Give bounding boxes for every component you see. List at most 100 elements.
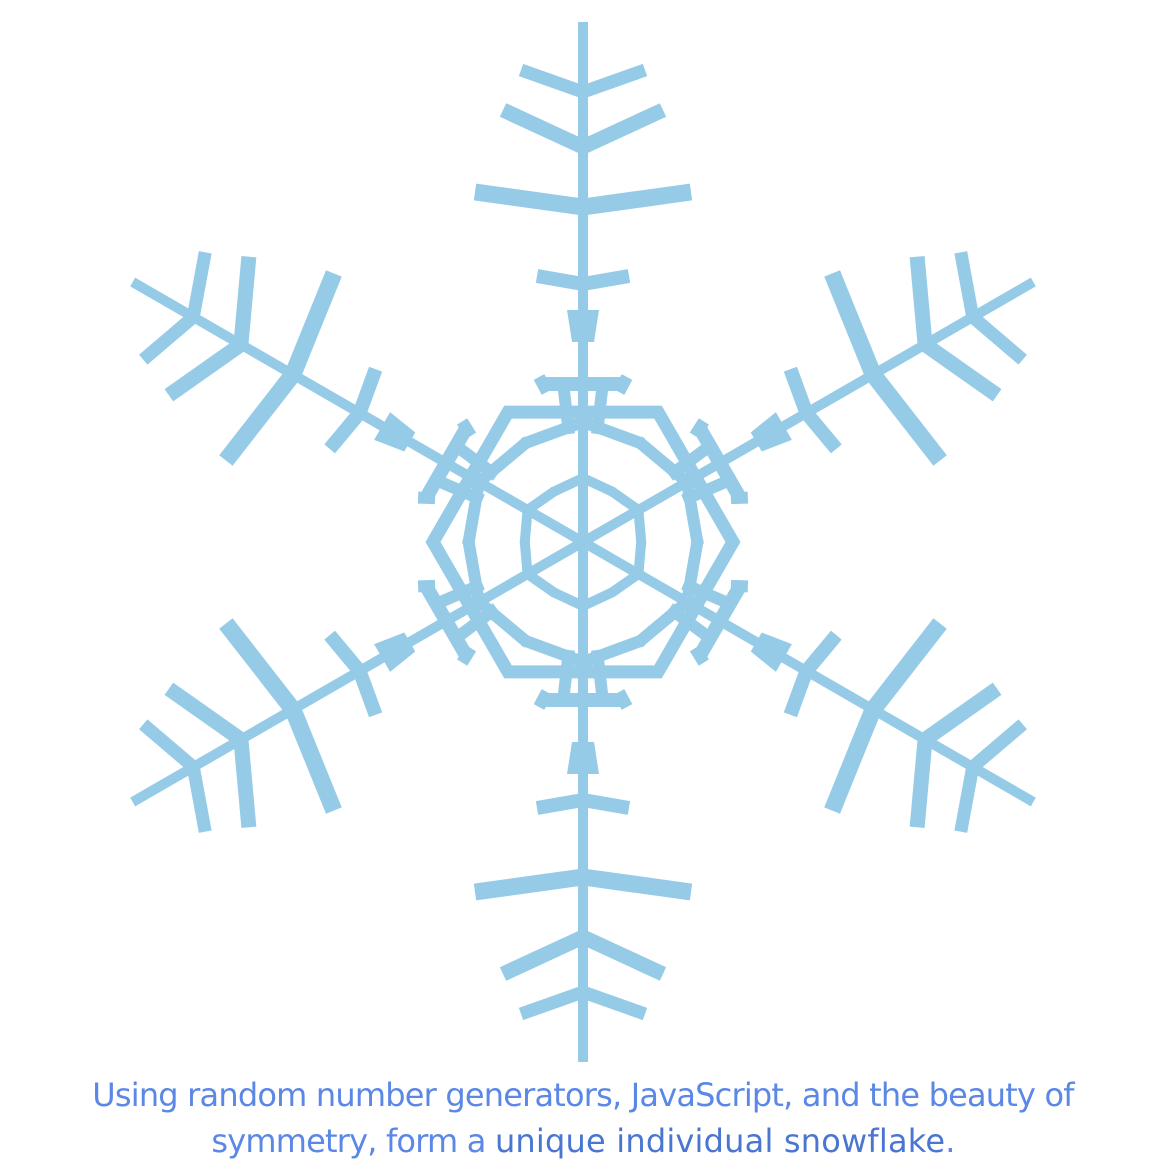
arm-branch (824, 270, 881, 378)
core-hexagon (425, 405, 741, 679)
arm-branch (581, 269, 631, 291)
arm-branch (801, 630, 842, 676)
core-tick (417, 491, 436, 505)
snowflake-arm (473, 22, 693, 542)
arm-branch (499, 930, 587, 981)
snowflake-arm (580, 251, 1036, 547)
core-inner (633, 509, 647, 544)
core-chevron (462, 538, 485, 604)
arm-branch (579, 930, 667, 981)
arm-branch (324, 408, 365, 454)
core-chevron (580, 634, 646, 668)
arm-branch (285, 270, 342, 378)
arm-branch (580, 985, 648, 1021)
arm-branch (954, 251, 980, 319)
core-tick (730, 579, 749, 593)
arm-branch (233, 738, 257, 828)
arm-branch (909, 256, 933, 346)
arm-nub (567, 310, 599, 342)
arm-branch (535, 793, 585, 815)
core-inner (580, 587, 616, 611)
arm-branch (518, 985, 586, 1021)
core-inner (608, 486, 642, 515)
core-tick (533, 374, 553, 395)
snowflake-graphic (130, 22, 1036, 1062)
arm-nub (567, 742, 599, 774)
arm-branch (352, 668, 383, 718)
arm-branch (920, 682, 1002, 746)
arm-branch (535, 269, 585, 291)
core-tick (613, 374, 633, 395)
core-chevron (520, 416, 586, 450)
caption-highlight: unique individual snowflake (494, 1122, 946, 1160)
core-tick (457, 418, 477, 439)
core-chevron (681, 480, 704, 546)
arm-branch (824, 706, 881, 814)
arm-branch (580, 63, 648, 99)
core-inner (550, 587, 586, 611)
arm-branch (801, 408, 842, 454)
core-inner (524, 569, 558, 598)
core-tick (689, 418, 709, 439)
snowflake-core (425, 405, 741, 679)
arm-branch (164, 338, 246, 402)
core-chevron (475, 436, 532, 487)
arm-branch (866, 618, 947, 715)
caption-line-1: Using random number generators, JavaScri… (92, 1076, 1074, 1114)
core-chevron (520, 634, 586, 668)
core-inner (519, 540, 533, 575)
caption-line-2-prefix: symmetry, form a (211, 1122, 495, 1160)
core-tick (417, 579, 436, 593)
arm-branch (581, 793, 631, 815)
core-inner (608, 569, 642, 598)
snowflake-canvas (130, 22, 1036, 1062)
core-chevron (475, 597, 532, 648)
arm-branch (920, 338, 1002, 402)
arm-branch (219, 369, 300, 466)
core-chevron (681, 538, 704, 604)
core-inner (550, 473, 586, 497)
core-chevron (580, 416, 646, 450)
arm-branch (164, 682, 246, 746)
arm-branch (909, 738, 933, 828)
arm-branch (581, 868, 693, 901)
arm-branch (783, 668, 814, 718)
arm-branch (581, 183, 693, 216)
arm-branch (473, 183, 585, 216)
arm-branch (783, 366, 814, 416)
core-chevron (634, 436, 691, 487)
arm-branch (968, 719, 1027, 772)
arm-branch (518, 63, 586, 99)
arm-branch (968, 312, 1027, 365)
snowflake-arm (130, 537, 586, 833)
arm-branch (499, 103, 587, 154)
arm-branch (233, 256, 257, 346)
arm-branch (352, 366, 383, 416)
arm-branch (324, 630, 365, 676)
arm-branch (219, 618, 300, 715)
arm-branch (866, 369, 947, 466)
arm-branch (954, 765, 980, 833)
arm-nub (750, 412, 792, 452)
caption: Using random number generators, JavaScri… (0, 1072, 1166, 1164)
arm-branch (139, 719, 198, 772)
snowflake (130, 22, 1036, 1062)
core-chevron (634, 597, 691, 648)
arm-nub (374, 632, 416, 672)
core-inner (519, 509, 533, 544)
arm-branch (579, 103, 667, 154)
caption-line-2: symmetry, form a unique individual snowf… (0, 1118, 1166, 1164)
core-chevron (462, 480, 485, 546)
arm-branch (285, 706, 342, 814)
core-inner (580, 473, 616, 497)
arm-branch (186, 251, 212, 319)
arm-nub (374, 412, 416, 452)
arm-branch (186, 765, 212, 833)
snowflake-arm (130, 251, 586, 547)
snowflake-arm (580, 537, 1036, 833)
core-tick (689, 645, 709, 666)
arm-branch (139, 312, 198, 365)
core-inner (524, 486, 558, 515)
arm-nub (750, 632, 792, 672)
